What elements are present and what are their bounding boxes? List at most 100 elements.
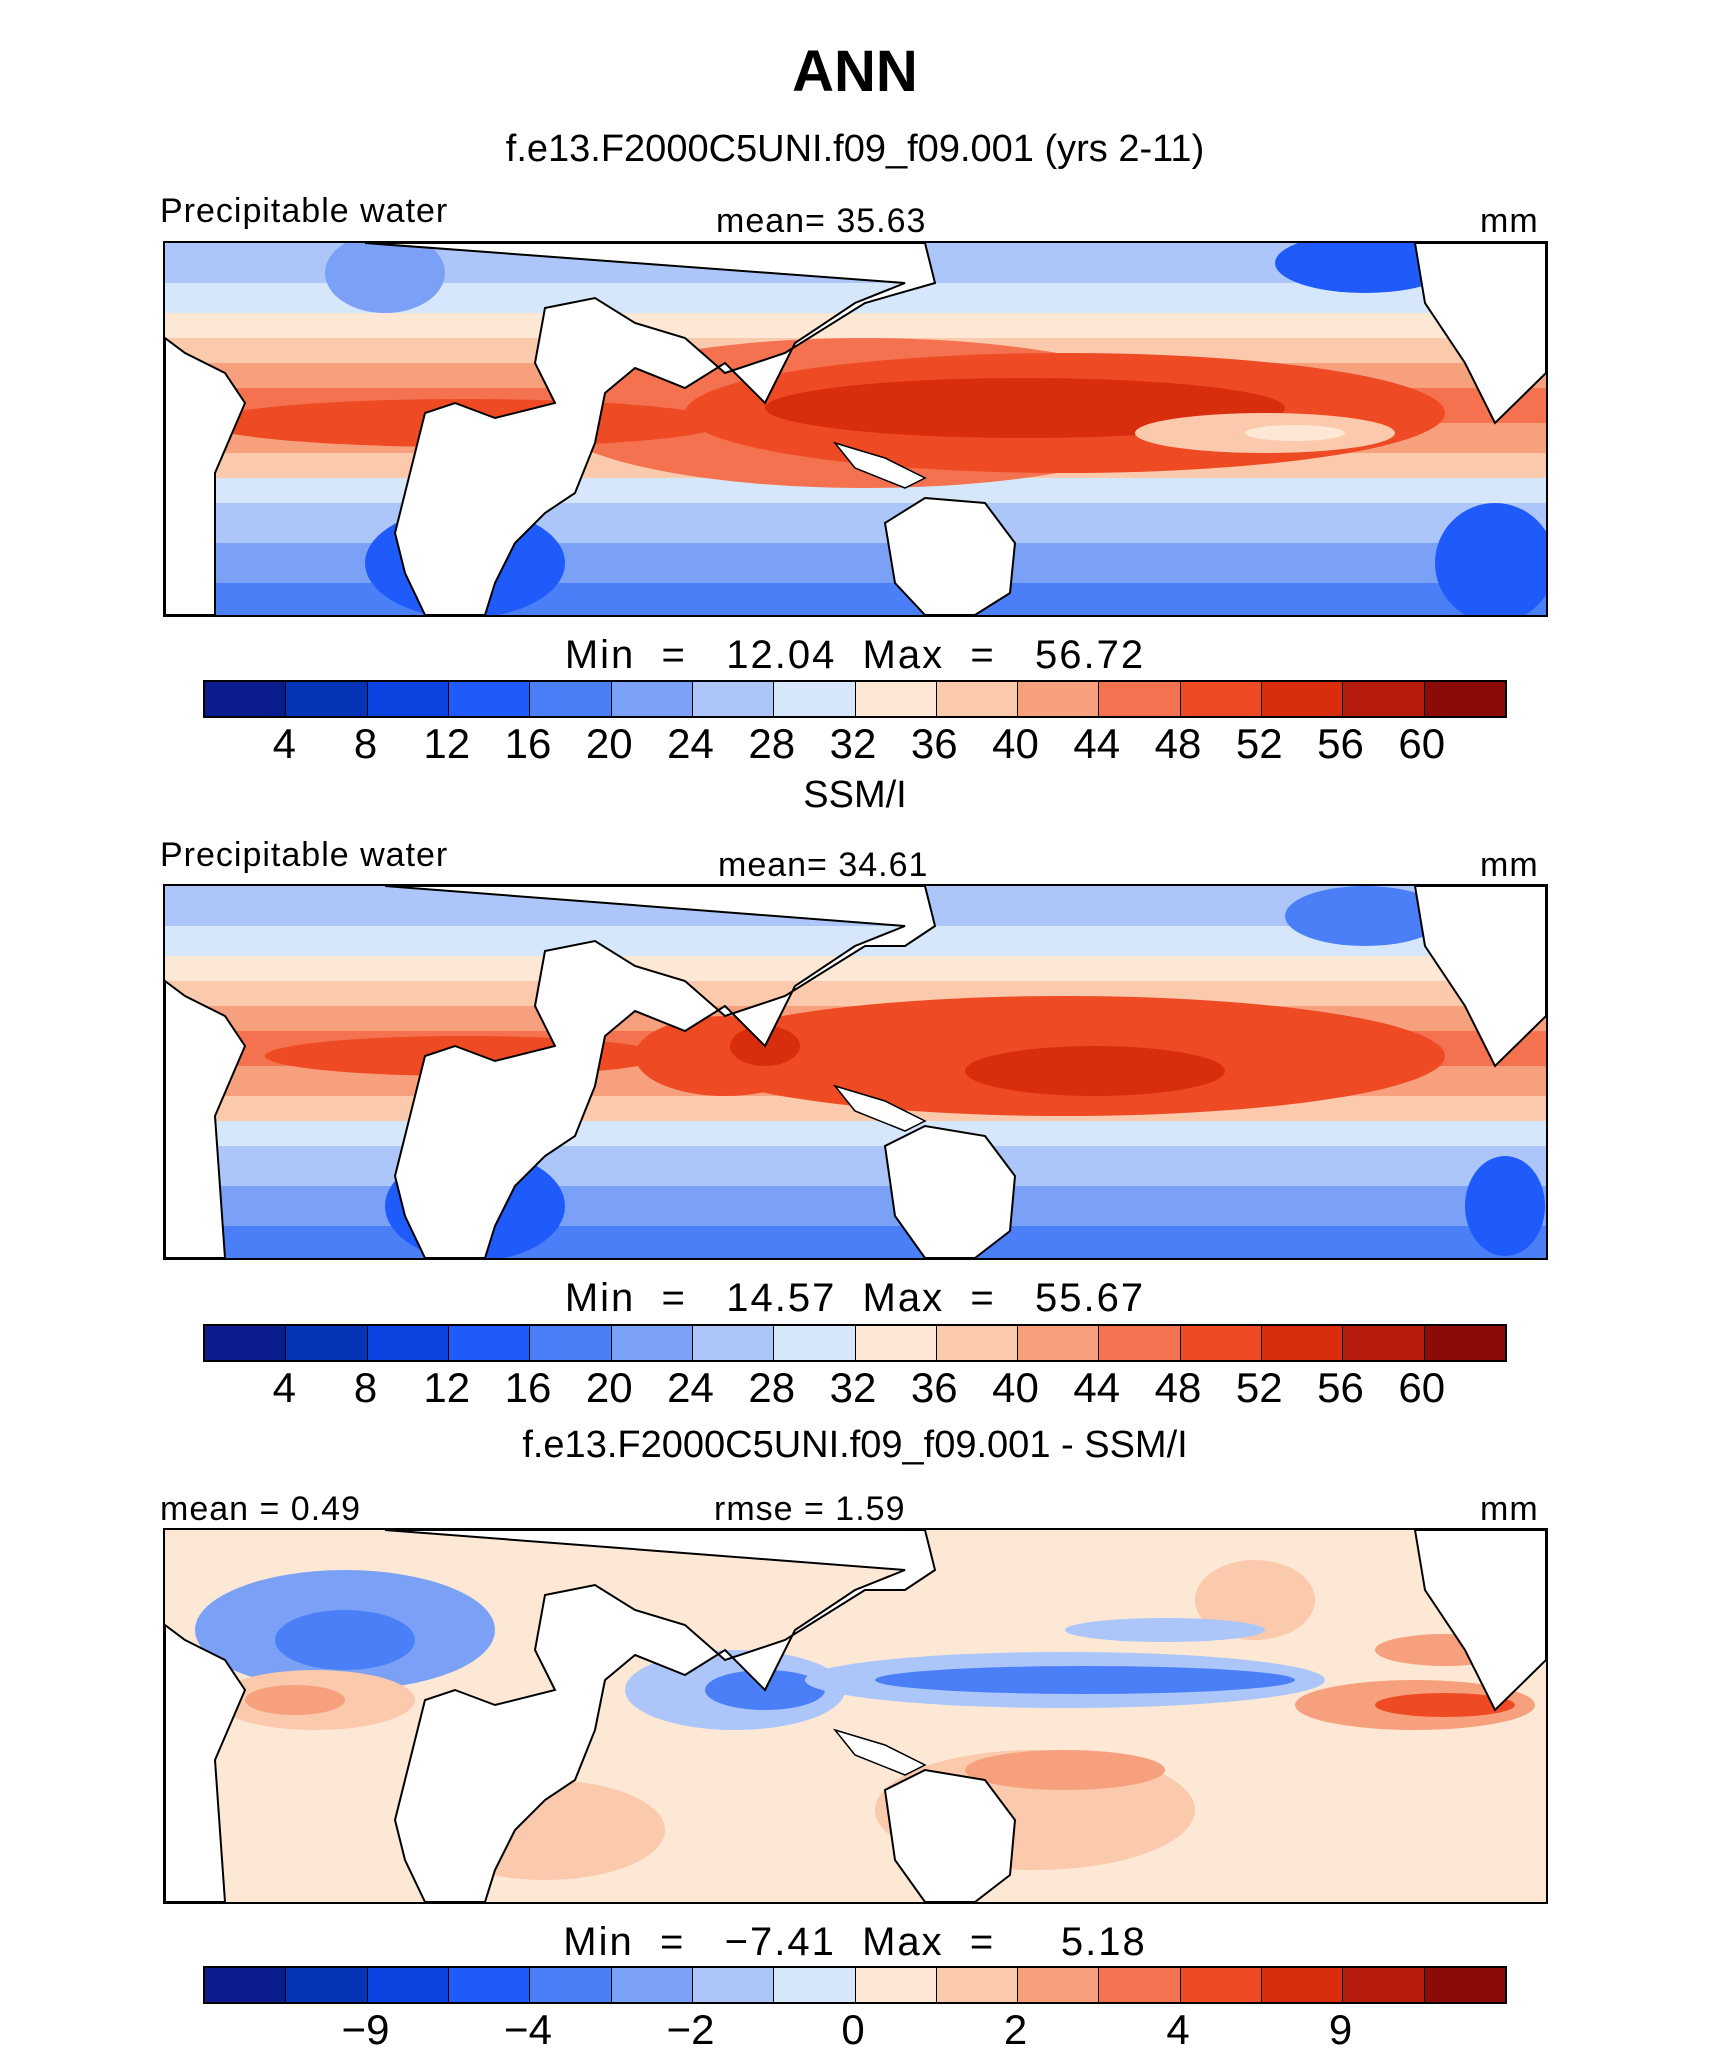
- colorbar-swatch: [855, 1968, 937, 2002]
- colorbar-swatch: [611, 682, 693, 716]
- colorbar-tick-label: 24: [667, 1364, 714, 1411]
- colorbar-tick-label: 32: [829, 720, 877, 767]
- colorbar-swatch: [1343, 1326, 1425, 1360]
- figure-title: ANN: [792, 39, 918, 104]
- colorbar-swatch: [1180, 682, 1263, 716]
- colorbar-swatch: [855, 1326, 937, 1360]
- colorbar-tick-label: 40: [992, 720, 1039, 767]
- panel-3-units-label: mm: [1480, 1490, 1539, 1528]
- colorbar-swatch: [1343, 1968, 1425, 2002]
- colorbar-swatch: [1180, 1326, 1263, 1360]
- panel-1-mean-label: mean= 35.63: [716, 202, 927, 240]
- colorbar-swatch: [1018, 1326, 1100, 1360]
- colorbar-tick-label: 20: [585, 720, 633, 767]
- panel-3-minmax: Min = −7.41 Max = 5.18: [563, 1920, 1147, 1964]
- colorbar-swatch: [205, 682, 287, 716]
- panel-2-minmax: Min = 14.57 Max = 55.67: [564, 1276, 1146, 1320]
- panel-3-mean-label: mean = 0.49: [160, 1490, 361, 1528]
- colorbar-tick-label: 60: [1398, 1364, 1446, 1411]
- colorbar-tick-label: 36: [910, 720, 958, 767]
- colorbar-swatch: [1099, 682, 1181, 716]
- colorbar-tick-label: 44: [1073, 1364, 1121, 1411]
- colorbar-tick-label: 44: [1073, 720, 1121, 767]
- colorbar-swatch: [448, 1326, 531, 1360]
- colorbar-swatch: [1099, 1326, 1181, 1360]
- colorbar-tick-label: 8: [353, 1364, 378, 1411]
- colorbar-tick-label: 56: [1317, 720, 1364, 767]
- panel-3-rmse-label: rmse = 1.59: [714, 1490, 906, 1528]
- colorbar-swatch: [855, 682, 937, 716]
- panel-1-units-label: mm: [1480, 202, 1539, 240]
- colorbar-tick-label: 16: [504, 720, 552, 767]
- colorbar-swatch: [1262, 1968, 1344, 2002]
- colorbar-swatch: [774, 1968, 856, 2002]
- colorbar-swatch: [286, 1326, 368, 1360]
- colorbar-swatch: [692, 1968, 775, 2002]
- colorbar-swatch: [367, 1968, 449, 2002]
- colorbar-tick-label: 2: [1003, 2006, 1028, 2053]
- panel-1-colorbar: [203, 680, 1507, 718]
- colorbar-tick-label: 48: [1154, 720, 1202, 767]
- colorbar-swatch: [1018, 1968, 1100, 2002]
- colorbar-swatch: [1180, 1968, 1263, 2002]
- colorbar-swatch: [611, 1326, 693, 1360]
- colorbar-tick-label: 32: [829, 1364, 877, 1411]
- panel-2-colorbar-ticks: 4 8 12 16 20 24 28 32 36 40 44 48 52 56 60: [203, 1358, 1507, 1414]
- colorbar-swatch: [530, 1326, 612, 1360]
- colorbar-swatch: [448, 1968, 531, 2002]
- colorbar-swatch: [286, 1968, 368, 2002]
- panel-2-colorbar: [203, 1324, 1507, 1362]
- colorbar-tick-label: 4: [1166, 2006, 1190, 2053]
- colorbar-swatch: [367, 1326, 449, 1360]
- colorbar-tick-label: 0: [841, 2006, 865, 2053]
- panel-3-map: [163, 1528, 1548, 1904]
- colorbar-swatch: [205, 1326, 287, 1360]
- panel-3-title: f.e13.F2000C5UNI.f09_f09.001 - SSM/I: [522, 1424, 1188, 1466]
- colorbar-swatch: [530, 1968, 612, 2002]
- panel-3-contour-field: [165, 1530, 1546, 1902]
- panel-1-minmax: Min = 12.04 Max = 56.72: [564, 633, 1146, 677]
- colorbar-swatch: [1424, 1968, 1505, 2002]
- panel-1-contour-field: [165, 243, 1546, 615]
- colorbar-swatch: [774, 682, 856, 716]
- colorbar-tick-label: 60: [1398, 720, 1446, 767]
- colorbar-tick-label: 24: [667, 720, 714, 767]
- colorbar-swatch: [936, 1326, 1019, 1360]
- colorbar-tick-label: 52: [1235, 720, 1283, 767]
- colorbar-tick-label: 36: [910, 1364, 958, 1411]
- panel-1-map: [163, 241, 1548, 617]
- colorbar-swatch: [1099, 1968, 1181, 2002]
- panel-1-colorbar-ticks: 4 8 12 16 20 24 28 32 36 40 44 48 52 56 60: [203, 714, 1507, 770]
- colorbar-swatch: [1018, 682, 1100, 716]
- colorbar-swatch: [692, 1326, 775, 1360]
- colorbar-swatch: [530, 682, 612, 716]
- panel-1-variable-label: Precipitable water: [160, 192, 449, 230]
- colorbar-tick-label: 48: [1154, 1364, 1202, 1411]
- colorbar-swatch: [1424, 1326, 1505, 1360]
- colorbar-tick-label: 8: [353, 720, 378, 767]
- panel-2-mean-label: mean= 34.61: [718, 846, 929, 884]
- colorbar-swatch: [611, 1968, 693, 2002]
- panel-2-title: SSM/I: [803, 774, 907, 816]
- colorbar-tick-label: 28: [748, 720, 796, 767]
- colorbar-tick-label: 4: [272, 720, 296, 767]
- colorbar-swatch: [774, 1326, 856, 1360]
- panel-3-colorbar: [203, 1966, 1507, 2004]
- colorbar-tick-label: 56: [1317, 1364, 1364, 1411]
- colorbar-tick-label: 9: [1328, 2006, 1353, 2053]
- colorbar-tick-label: 52: [1235, 1364, 1283, 1411]
- colorbar-tick-label: 20: [585, 1364, 633, 1411]
- colorbar-tick-label: 16: [504, 1364, 552, 1411]
- colorbar-tick-label: −9: [341, 2006, 390, 2053]
- colorbar-swatch: [1262, 1326, 1344, 1360]
- colorbar-tick-label: 12: [423, 720, 471, 767]
- colorbar-tick-label: 28: [748, 1364, 796, 1411]
- colorbar-swatch: [936, 682, 1019, 716]
- colorbar-swatch: [936, 1968, 1019, 2002]
- colorbar-swatch: [1262, 682, 1344, 716]
- colorbar-tick-label: 4: [272, 1364, 296, 1411]
- colorbar-swatch: [1343, 682, 1425, 716]
- colorbar-swatch: [286, 682, 368, 716]
- panel-2-contour-field: [165, 886, 1546, 1258]
- panel-3-colorbar-ticks: −9 −4 −2 0 2 4 9: [203, 2000, 1507, 2053]
